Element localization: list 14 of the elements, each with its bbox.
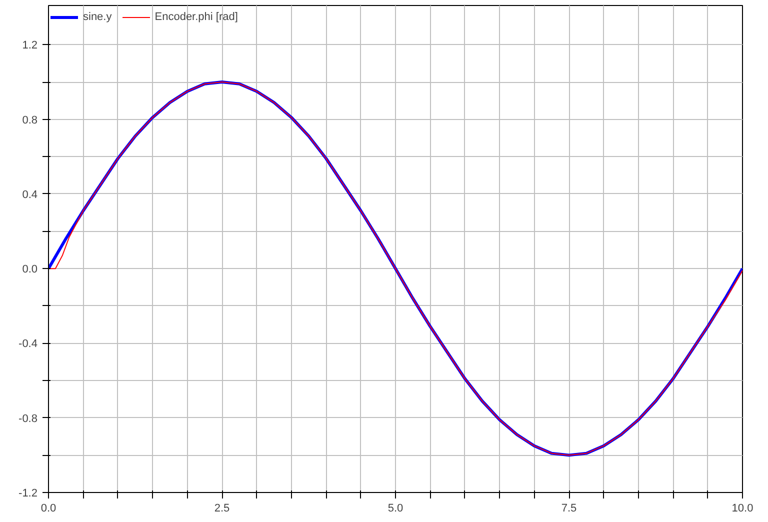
y-tick-label: -1.2 xyxy=(18,488,38,500)
x-tick-label: 7.5 xyxy=(561,502,577,514)
y-tick-label: 0.4 xyxy=(22,188,38,201)
x-tick-label: 2.5 xyxy=(214,502,230,514)
y-tick-label: -0.4 xyxy=(18,338,38,350)
y-tick-label: 1.2 xyxy=(22,40,38,52)
y-tick-label: 0.8 xyxy=(22,114,38,126)
legend-label: Encoder.phi [rad] xyxy=(154,11,238,23)
x-tick-label: 10.0 xyxy=(732,502,754,514)
y-tick-label: 0.0 xyxy=(22,264,38,276)
x-tick-label: 5.0 xyxy=(388,502,404,514)
x-tick-label: 0.0 xyxy=(40,502,56,514)
legend-label: sine.y xyxy=(83,11,112,23)
y-tick-label: -0.8 xyxy=(18,412,38,425)
